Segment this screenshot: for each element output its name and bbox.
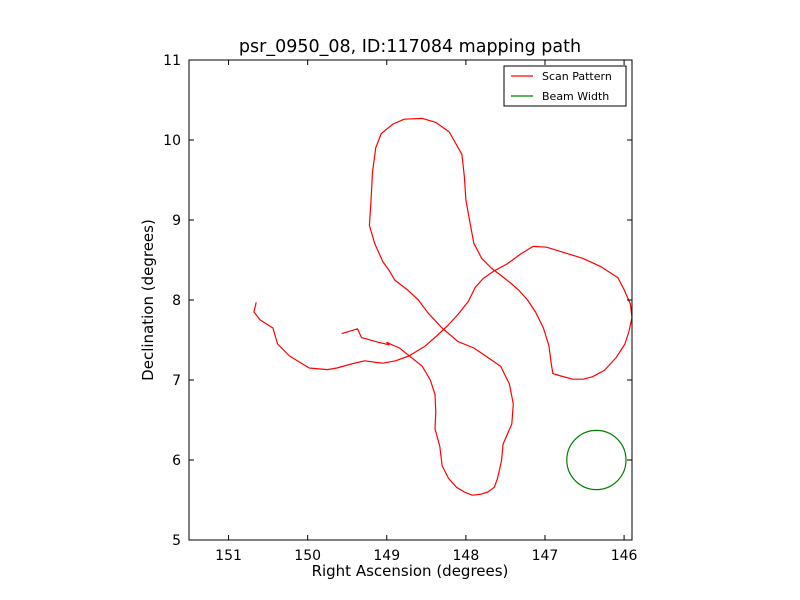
y-tick-label: 9	[172, 213, 181, 229]
plot-area	[253, 117, 633, 496]
y-tick-label: 5	[172, 533, 181, 549]
y-tick-label: 7	[172, 373, 181, 389]
x-axis-label: Right Ascension (degrees)	[312, 562, 509, 580]
legend-label-beam-width: Beam Width	[542, 90, 609, 103]
x-tick-label: 147	[532, 548, 559, 564]
y-axis-label: Declination (degrees)	[139, 219, 157, 381]
y-axis: 5 6 7 8 9 10 11	[163, 53, 632, 549]
scan-pattern-line	[253, 117, 633, 496]
legend: Scan Pattern Beam Width	[503, 65, 627, 107]
x-tick-label: 146	[611, 548, 638, 564]
y-tick-label: 6	[172, 453, 181, 469]
x-tick-label: 151	[215, 548, 242, 564]
x-tick-label: 150	[294, 548, 321, 564]
x-tick-label: 149	[373, 548, 400, 564]
x-axis: 151 150 149 148 147 146	[215, 60, 638, 564]
x-tick-label: 148	[453, 548, 480, 564]
legend-label-scan-pattern: Scan Pattern	[542, 70, 612, 83]
y-tick-label: 10	[163, 133, 181, 149]
legend-box	[503, 65, 627, 107]
beam-width-circle	[566, 429, 627, 491]
chart-title: psr_0950_08, ID:117084 mapping path	[239, 37, 581, 57]
y-tick-label: 8	[172, 293, 181, 309]
y-tick-label: 11	[163, 53, 181, 69]
